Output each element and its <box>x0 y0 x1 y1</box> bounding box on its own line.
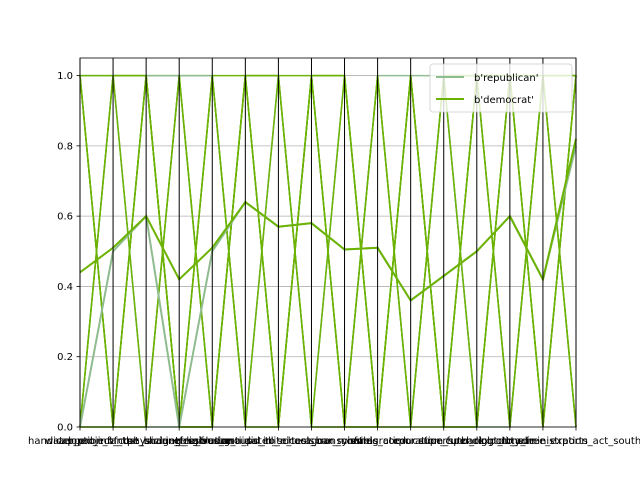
legend: b'republican' b'democrat' <box>429 63 573 113</box>
y-tick-label-0: 0.0 <box>57 423 73 434</box>
x-tick-label-8: mx_missile <box>317 436 372 447</box>
axes-layer: 0.0 0.2 0.4 0.6 0.8 1.0 handicapped_infantswat… <box>28 57 640 447</box>
x-tick-label-13: crime <box>496 436 524 447</box>
x-tick-label-11: education_spending <box>393 436 493 447</box>
legend-label-1: b'democrat' <box>474 95 534 106</box>
x-tick-label-9: immigration <box>347 436 408 447</box>
legend-box <box>429 63 573 113</box>
x-tick-label-3: physician_fee_freeze <box>127 436 231 447</box>
x-tick-label-6: anti_satellite_test_ban <box>222 436 334 447</box>
x-tick-label-14: duty_free_exports <box>498 436 588 447</box>
legend-label-0: b'republican' <box>474 73 538 84</box>
plot-background <box>80 58 576 427</box>
y-tick-label-1: 0.2 <box>57 352 73 363</box>
x-tick-label-1: water_project_cost_sharing <box>45 436 181 447</box>
x-tick-label-4: el_salvador_aid <box>174 436 251 447</box>
plot-frame <box>79 57 577 428</box>
x-tick-label-10: synfuels_corporation_cutback <box>336 436 485 447</box>
series-1-line-6 <box>80 74 576 428</box>
y-tick-label-5: 1.0 <box>57 71 73 82</box>
y-tick-label-4: 0.8 <box>57 141 73 152</box>
x-tick-label-12: superfund_right_to_sue <box>418 436 535 447</box>
series-1-mean-line <box>79 138 577 302</box>
x-tick-label-7: aid_to_nicaraguan_contras <box>245 436 379 447</box>
y-tick-label-3: 0.6 <box>57 212 73 223</box>
x-tick-label-5: religious_groups_in_schools <box>176 436 314 447</box>
x-tick-label-2: adoption_of_the_budget_resolution <box>59 436 234 447</box>
mean-lines <box>79 138 577 428</box>
x-tick-label-0: handicapped_infants <box>28 436 132 447</box>
x-tick-label-15: export_administration_act_south_africa <box>478 436 640 447</box>
plot-area <box>80 58 576 428</box>
y-tick-label-2: 0.4 <box>57 282 73 293</box>
